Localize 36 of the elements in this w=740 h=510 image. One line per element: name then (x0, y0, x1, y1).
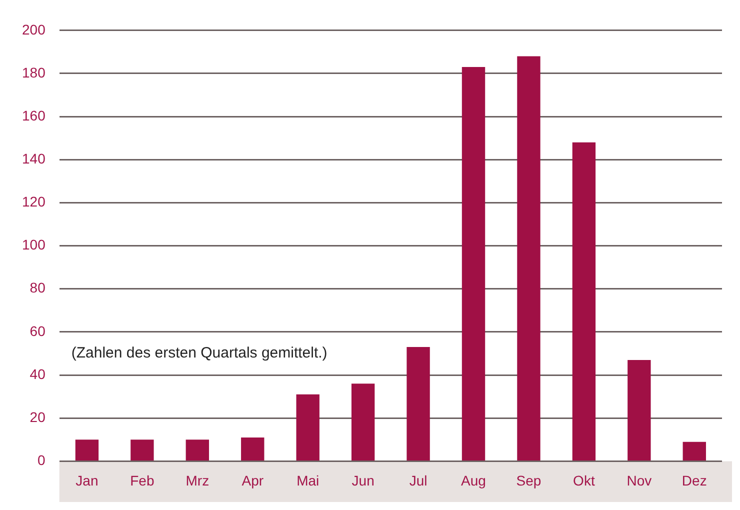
bar (75, 440, 99, 460)
bar (406, 347, 430, 460)
x-tick-label: Dez (682, 472, 707, 488)
bar (130, 440, 154, 460)
bar (186, 440, 210, 460)
bar (241, 438, 264, 460)
bar (351, 384, 375, 460)
x-tick-label: Aug (461, 472, 486, 488)
bar (572, 142, 596, 460)
y-tick-label: 120 (22, 194, 46, 210)
y-tick-label: 60 (30, 322, 46, 339)
annotation: (Zahlen des ersten Quartals gemittelt.) (71, 344, 328, 362)
y-tick-label: 100 (22, 236, 46, 253)
x-tick-label: Jun (352, 472, 374, 488)
x-tick-label: Mrz (186, 472, 210, 488)
y-tick-label: 20 (30, 408, 46, 425)
y-tick-label: 40 (30, 366, 46, 382)
bar (296, 394, 320, 460)
x-tick-label: Feb (130, 472, 154, 488)
y-tick-label: 80 (30, 280, 46, 296)
y-tick-label: 160 (22, 107, 46, 124)
bar (628, 360, 651, 460)
bar (517, 56, 540, 460)
bar (462, 67, 486, 460)
x-tick-label: Mai (296, 472, 320, 488)
x-tick-label: Sep (516, 472, 542, 488)
bar (682, 442, 706, 460)
x-tick-label: Jan (76, 472, 98, 488)
x-tick-label: Okt (573, 472, 595, 488)
y-tick-label: 140 (22, 150, 46, 166)
y-tick-label: 180 (22, 64, 46, 80)
x-tick-label: Apr (242, 472, 264, 488)
y-tick-label: 200 (22, 21, 46, 38)
x-tick-label: Jul (409, 472, 428, 488)
x-tick-label: Nov (626, 472, 652, 488)
y-tick-label: 0 (38, 452, 46, 468)
